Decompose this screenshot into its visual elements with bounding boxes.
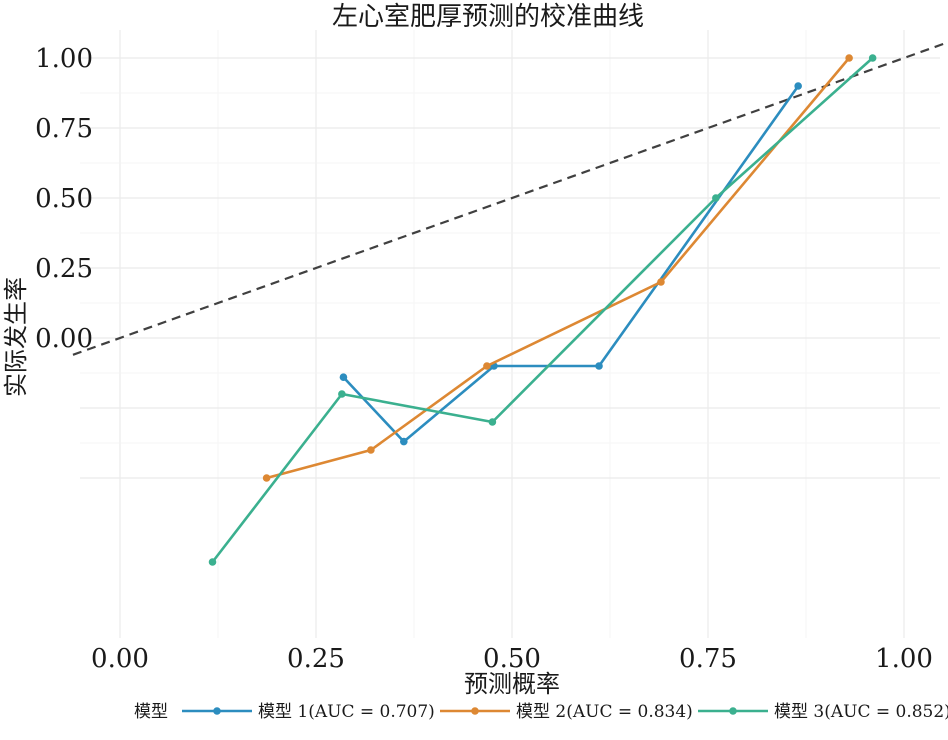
legend: 模型 模型 1(AUC = 0.707) 模型 2(AUC = 0.834) 模型 … <box>134 702 948 722</box>
series-1-point <box>794 82 802 90</box>
series-1-point <box>400 437 408 446</box>
series-3-line <box>211 57 874 563</box>
series-1-point <box>595 362 603 370</box>
legend-label: 模型 2(AUC = 0.834) <box>516 702 693 722</box>
series-2-point <box>262 474 271 482</box>
series-group <box>208 54 877 566</box>
x-tick-label: 0.00 <box>91 644 149 674</box>
x-tick-label: 1.00 <box>875 644 933 674</box>
x-tick-label: 0.25 <box>287 644 345 674</box>
legend-label: 模型 3(AUC = 0.852) <box>774 702 948 722</box>
series-2 <box>262 54 853 482</box>
series-1-line <box>342 85 800 443</box>
legend-title: 模型 <box>134 702 168 722</box>
x-axis-title: 预测概率 <box>464 670 560 698</box>
legend-item-3: 模型 3(AUC = 0.852) <box>698 702 948 722</box>
y-axis-title: 实际发生率 <box>2 277 30 397</box>
reference-line <box>72 42 944 356</box>
series-1-point <box>339 373 348 382</box>
y-tick-label: 0.75 <box>35 114 93 144</box>
diagonal-reference-line <box>72 42 944 356</box>
legend-swatch-point <box>213 707 221 715</box>
legend-swatch-point <box>471 707 479 715</box>
series-3-point <box>338 390 346 398</box>
legend-label: 模型 1(AUC = 0.707) <box>258 702 435 722</box>
tick-labels: 0.00 0.25 0.50 0.75 1.00 0.00 0.25 0.50 0.75 1.00 <box>35 44 933 674</box>
series-2-point <box>845 54 853 62</box>
series-3 <box>208 54 877 566</box>
y-tick-label: 1.00 <box>35 44 93 74</box>
series-2-point <box>657 278 665 286</box>
grid-lines <box>80 30 940 638</box>
x-tick-label: 0.75 <box>679 644 737 674</box>
series-1 <box>339 82 802 446</box>
series-3-point <box>712 194 720 202</box>
series-3-point <box>488 418 497 426</box>
x-tick-label: 0.50 <box>483 644 541 674</box>
series-3-point <box>868 54 877 62</box>
legend-swatch-point <box>729 707 737 715</box>
chart-title: 左心室肥厚预测的校准曲线 <box>332 2 644 32</box>
series-2-point <box>367 446 375 454</box>
series-3-point <box>208 558 217 566</box>
series-2-point <box>483 362 491 370</box>
y-tick-label: 0.25 <box>35 254 93 284</box>
y-tick-label: 0.00 <box>35 324 93 354</box>
y-tick-label: 0.50 <box>35 184 93 214</box>
legend-item-1: 模型 1(AUC = 0.707) <box>182 702 435 722</box>
legend-item-2: 模型 2(AUC = 0.834) <box>440 702 693 722</box>
